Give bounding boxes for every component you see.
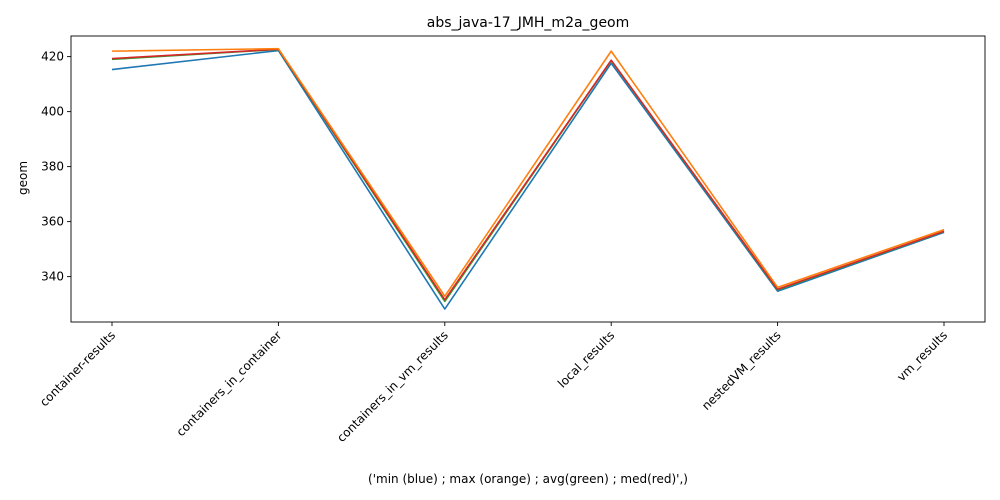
y-tick-label: 420 xyxy=(41,50,64,64)
y-tick-label: 400 xyxy=(41,105,64,119)
y-axis-title: geom xyxy=(16,161,30,195)
series-line-3 xyxy=(111,47,945,297)
y-tick-label: 340 xyxy=(41,270,64,284)
series-line-0 xyxy=(111,49,945,310)
series-line-2 xyxy=(111,48,945,301)
y-tick-label: 360 xyxy=(41,215,64,229)
axes-frame xyxy=(70,35,986,323)
x-axis-title: ('min (blue) ; max (orange) ; avg(green)… xyxy=(368,472,688,486)
y-tick-label: 380 xyxy=(41,160,64,174)
chart-title: abs_java-17_JMH_m2a_geom xyxy=(427,15,630,31)
